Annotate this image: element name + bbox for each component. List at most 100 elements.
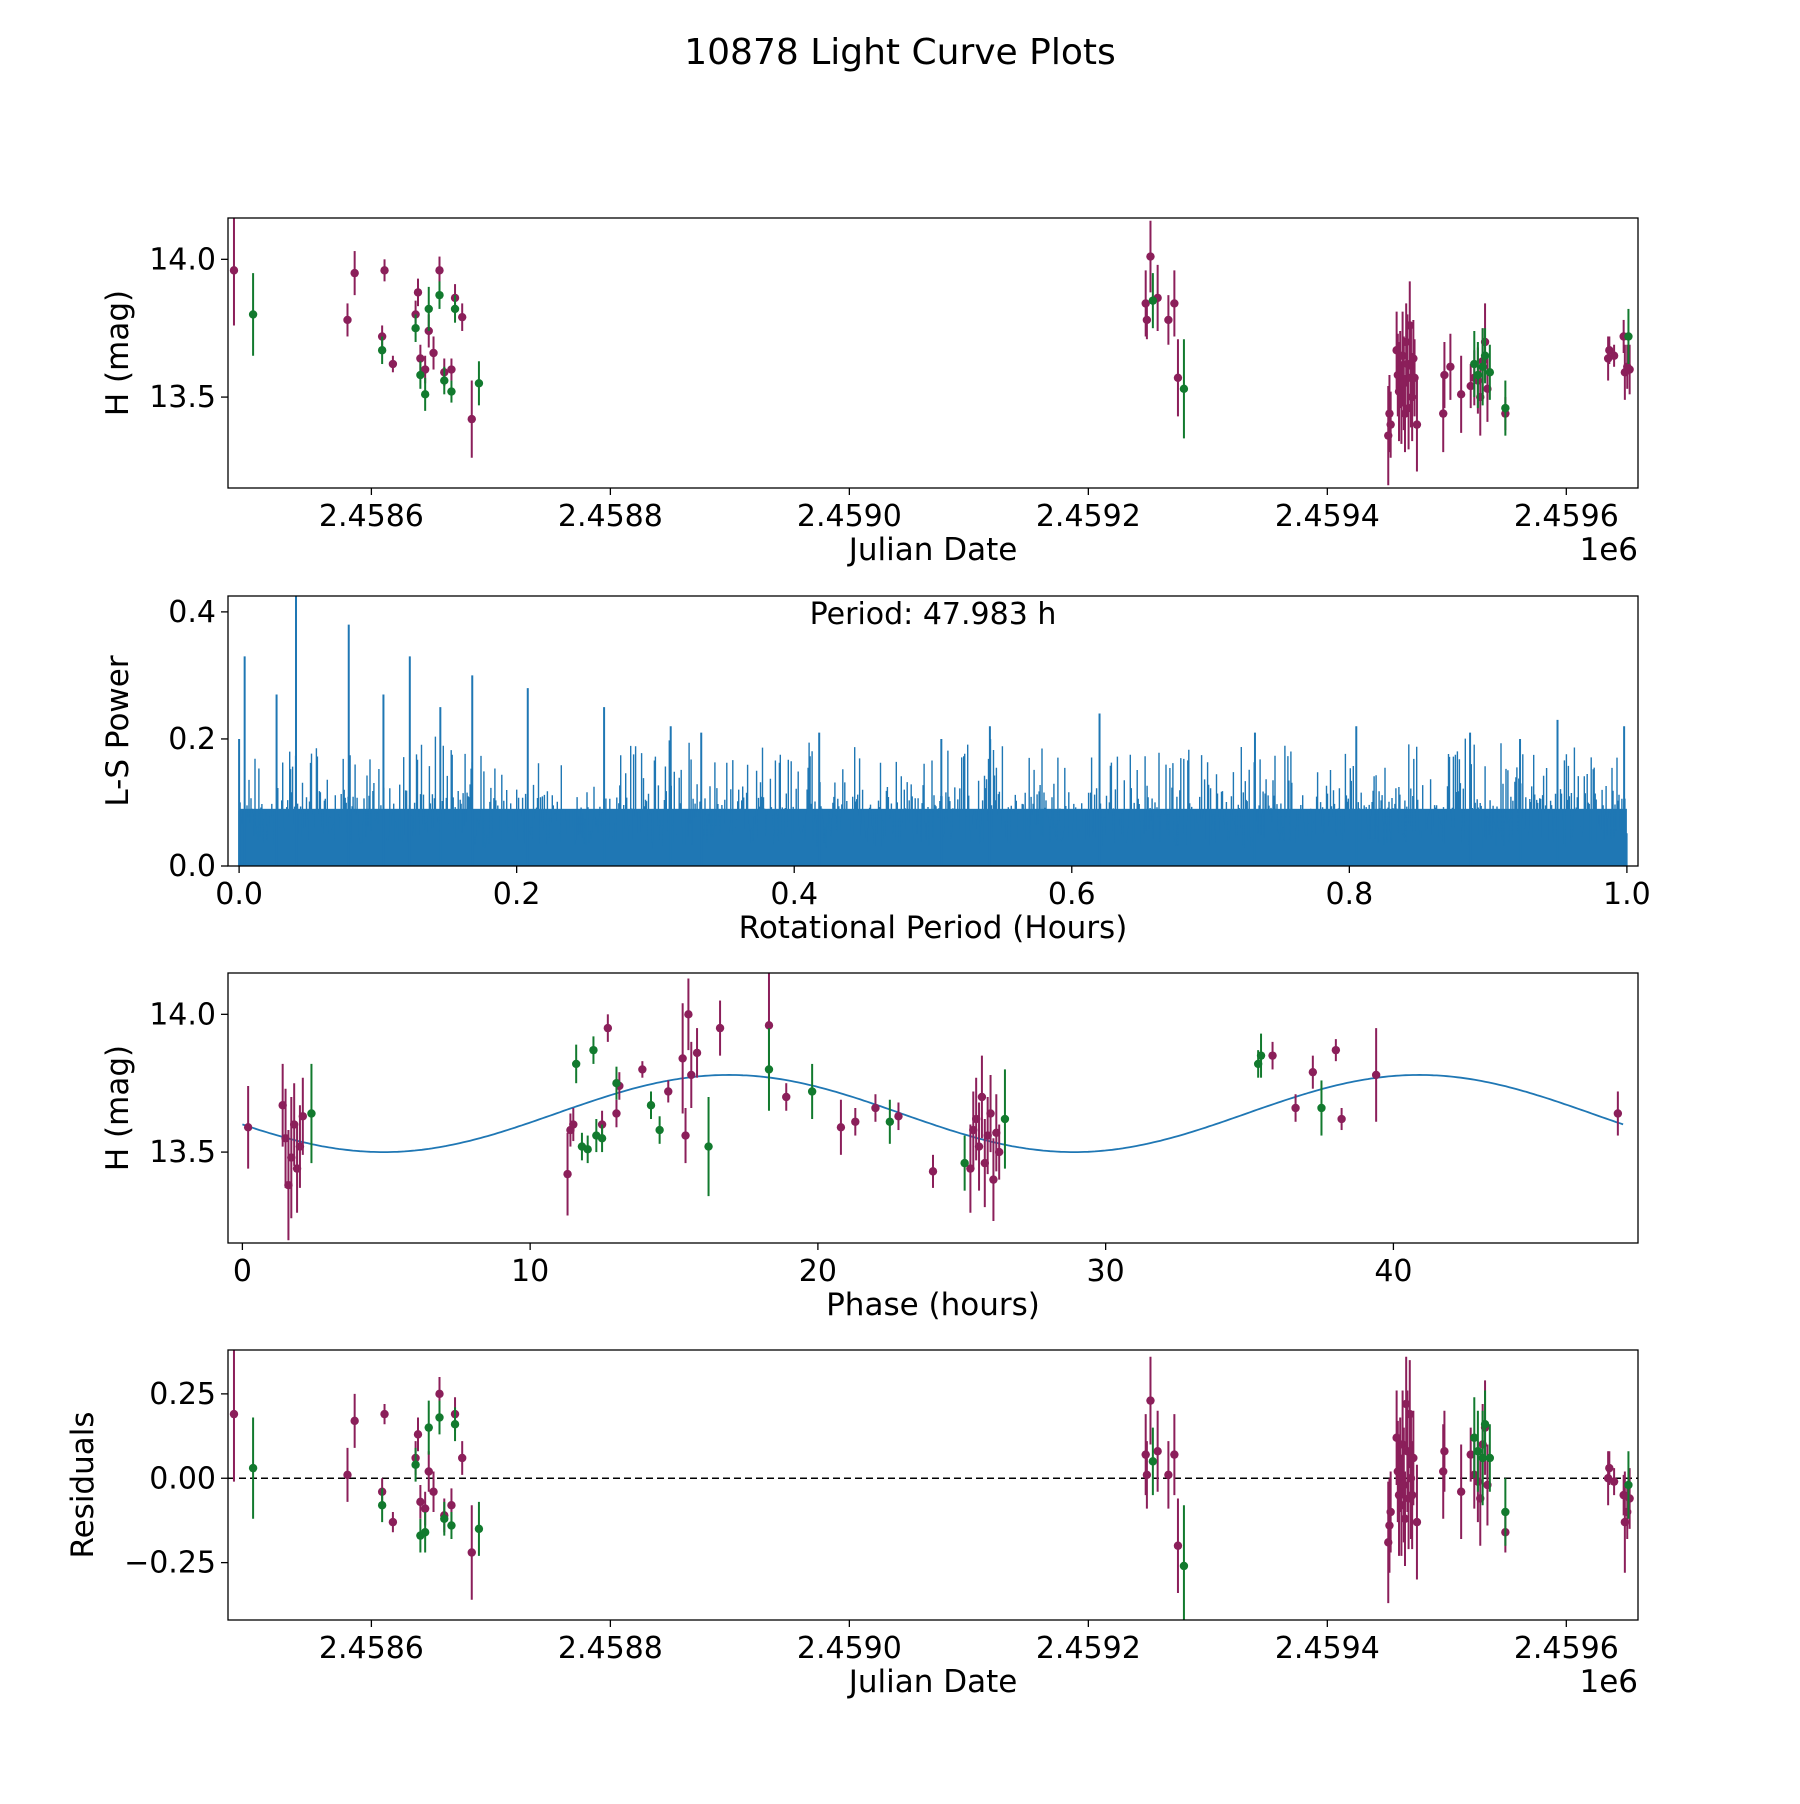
green-data-point <box>307 1109 316 1118</box>
green-data-point <box>447 1521 456 1530</box>
green-data-point <box>597 1134 607 1143</box>
purple-data-point <box>1609 1477 1619 1486</box>
periodogram-plot-area <box>238 596 1628 866</box>
purple-data-point <box>411 310 420 319</box>
x-axis-label: Rotational Period (Hours) <box>739 910 1128 946</box>
x-tick-label: 0.2 <box>493 877 541 912</box>
purple-data-point <box>1613 1109 1623 1118</box>
green-data-point <box>1470 1433 1479 1442</box>
purple-data-point <box>1141 299 1150 308</box>
purple-data-point <box>1407 1490 1417 1500</box>
green-data-point <box>1473 370 1483 380</box>
purple-data-point <box>413 1430 423 1439</box>
green-data-point <box>1624 1480 1633 1490</box>
purple-data-point <box>687 1070 696 1080</box>
y-axis-label: Residuals <box>65 1411 101 1558</box>
purple-data-point <box>467 1548 476 1557</box>
purple-data-point <box>1440 1447 1449 1456</box>
x-tick-label: 2.4596 <box>1514 499 1619 534</box>
purple-data-point <box>377 332 387 341</box>
purple-data-point <box>1268 1051 1277 1060</box>
x-tick-label: 10 <box>511 1254 549 1289</box>
purple-data-point <box>1142 1470 1152 1480</box>
y-tick-label: 14.0 <box>149 242 216 277</box>
purple-data-point <box>1146 1396 1155 1405</box>
green-data-point <box>1480 1420 1490 1429</box>
green-data-point <box>646 1101 656 1110</box>
green-data-point <box>612 1079 621 1088</box>
green-data-point <box>885 1117 895 1126</box>
purple-data-point <box>298 1112 308 1121</box>
x-tick-label: 2.4590 <box>797 1631 902 1666</box>
purple-data-point <box>977 1092 987 1102</box>
green-data-point <box>377 1501 387 1510</box>
purple-data-point <box>1456 390 1466 399</box>
x-tick-label: 2.4588 <box>558 1631 663 1666</box>
purple-data-point <box>1337 1114 1346 1124</box>
purple-data-point <box>429 348 438 358</box>
purple-data-point <box>1331 1045 1341 1055</box>
purple-data-point <box>1386 1507 1395 1517</box>
purple-data-point <box>1385 1521 1394 1530</box>
purple-data-point <box>350 1416 359 1426</box>
purple-data-point <box>1146 252 1155 261</box>
phase-folded-plot-area <box>242 973 1624 1241</box>
purple-data-point <box>424 1467 433 1476</box>
purple-data-point <box>458 1453 467 1463</box>
purple-data-point <box>563 1169 572 1179</box>
purple-data-point <box>1153 1447 1162 1456</box>
y-axis-label: H (mag) <box>100 1045 136 1171</box>
x-tick-label: 0 <box>233 1254 252 1289</box>
green-data-point <box>704 1142 713 1151</box>
purple-data-point <box>435 266 444 275</box>
purple-data-point <box>1456 1487 1466 1496</box>
green-data-point <box>1480 351 1490 360</box>
x-tick-label: 2.4590 <box>797 499 902 534</box>
purple-data-point <box>1164 315 1173 325</box>
y-tick-label: 14.0 <box>149 997 216 1032</box>
x-tick-label: 2.4592 <box>1036 499 1141 534</box>
purple-data-point <box>413 288 423 297</box>
x-tick-label: 2.4586 <box>319 499 424 534</box>
purple-data-point <box>894 1112 903 1121</box>
green-data-point <box>411 324 420 333</box>
green-data-point <box>424 304 433 314</box>
purple-data-point <box>447 365 456 374</box>
purple-data-point <box>1386 420 1395 429</box>
phase-folded-panel: 0 10 20 30 40 13.5 14.0 Phase (hours) H (mag) <box>100 972 1639 1323</box>
y-tick-label: 0.2 <box>168 722 216 757</box>
purple-data-point <box>764 1021 774 1030</box>
green-data-point <box>1485 1453 1495 1463</box>
residuals-frame <box>227 1349 1639 1621</box>
purple-data-point <box>1142 315 1152 325</box>
green-data-point <box>435 290 444 300</box>
green-data-point <box>655 1125 664 1135</box>
green-data-point <box>1000 1114 1010 1124</box>
x-axis-label: Julian Date <box>847 532 1018 568</box>
x-offset-label: 1e6 <box>1579 1664 1638 1700</box>
y-tick-label: −0.25 <box>124 1546 216 1581</box>
x-tick-label: 0.8 <box>1325 877 1373 912</box>
y-axis-label: L-S Power <box>100 655 136 806</box>
green-data-point <box>411 1460 420 1469</box>
purple-data-point <box>1405 321 1414 330</box>
purple-data-point <box>871 1103 880 1113</box>
purple-data-point <box>1412 420 1422 429</box>
green-data-point <box>450 304 460 314</box>
green-data-point <box>1473 1447 1483 1456</box>
purple-data-point <box>928 1167 938 1176</box>
y-tick-label: 0.0 <box>168 849 216 884</box>
purple-data-point <box>1173 373 1183 382</box>
green-data-point <box>1148 296 1158 305</box>
x-tick-label: 20 <box>799 1254 837 1289</box>
x-offset-label: 1e6 <box>1579 532 1638 568</box>
purple-data-point <box>1625 365 1634 374</box>
x-tick-label: 0.0 <box>215 877 263 912</box>
green-data-point <box>474 1524 484 1534</box>
green-data-point <box>474 379 484 388</box>
green-data-point <box>1501 1507 1510 1517</box>
light-curve-panel: 2.4586 2.4588 2.4590 2.4592 2.4594 2.4596 13.5… <box>100 217 1639 568</box>
purple-data-point <box>420 1504 430 1513</box>
